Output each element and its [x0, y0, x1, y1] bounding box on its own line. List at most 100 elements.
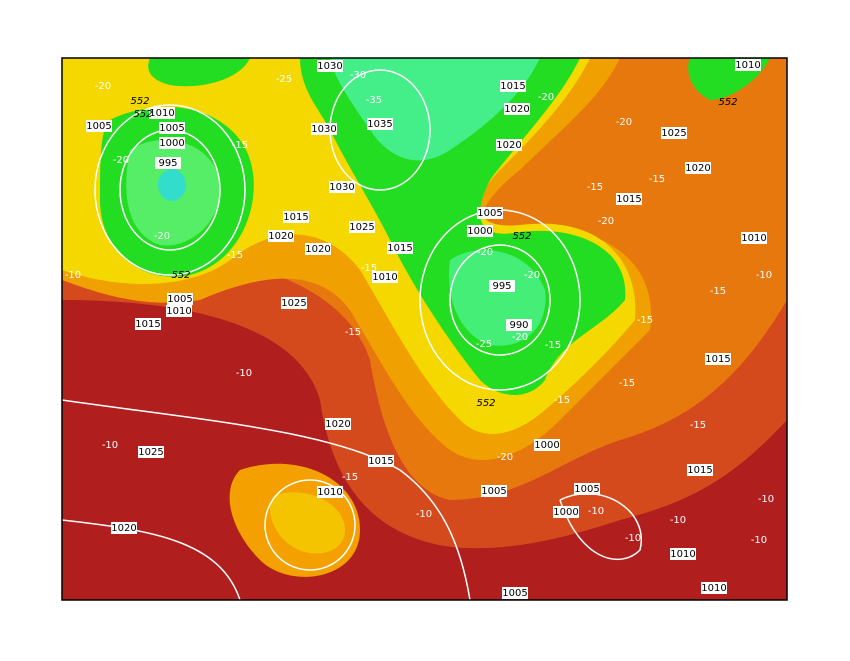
isobar-label-box	[86, 120, 112, 132]
isobar-label: 1035	[367, 119, 392, 130]
isobar-label: 1010	[670, 549, 695, 560]
isobar-label: 1025	[281, 298, 306, 309]
isobar-label: 1030	[317, 61, 342, 72]
isobar-label: 1020	[504, 104, 529, 115]
isobar-label-box	[504, 103, 530, 115]
temperature-label: -10	[65, 270, 81, 281]
temperature-label: -25	[276, 74, 292, 85]
isobar-label: 1010	[317, 487, 342, 498]
isobar-label-box	[387, 242, 413, 254]
temperature-label: -10	[102, 440, 118, 451]
temperature-label: -10	[751, 535, 767, 546]
isobar-label-box	[111, 522, 137, 534]
isobar-label: 1030	[329, 182, 354, 193]
isobar-label-box	[149, 107, 175, 119]
isobar-label: 1025	[138, 447, 163, 458]
temperature-label: -30	[350, 70, 366, 81]
isobar-label-box	[367, 118, 393, 130]
isobar-label: 1020	[268, 231, 293, 242]
isobar-label-box	[283, 211, 309, 223]
isobar-label: 995	[492, 281, 511, 292]
isobar-label: 1000	[159, 138, 184, 149]
isobar-label-box	[325, 418, 351, 430]
isobar-label-box	[500, 80, 526, 92]
isobar-label-box	[481, 485, 507, 497]
isobar-label: 1010	[372, 272, 397, 283]
isobar-label-box	[685, 162, 711, 174]
temperature-label: -15	[227, 250, 243, 261]
isobar-label: 1005	[167, 294, 192, 305]
isobar-label-box	[138, 446, 164, 458]
temperature-label: -35	[366, 95, 382, 106]
isobar-label-box	[534, 439, 560, 451]
isobar-label-box	[687, 464, 713, 476]
thickness-label: 552	[130, 96, 149, 107]
temperature-label: -10	[670, 515, 686, 526]
isobar-label-box	[489, 280, 515, 292]
isobar-label: 1015	[387, 243, 412, 254]
temperature-label: -10	[416, 509, 432, 520]
isobar-label-box	[553, 506, 579, 518]
isobar-label: 1015	[705, 354, 730, 365]
isobar-label-box	[135, 318, 161, 330]
isobar-label: 1010	[166, 306, 191, 317]
temperature-label: -20	[524, 270, 540, 281]
temperature-label: -10	[756, 270, 772, 281]
isobar-label-box	[735, 59, 761, 71]
temperature-label: -20	[477, 247, 493, 258]
thickness-label: 552	[133, 109, 152, 120]
temperature-label: -10	[758, 494, 774, 505]
isobar-label: 1025	[661, 128, 686, 139]
isobar-label-box	[496, 139, 522, 151]
temperature-label: -15	[545, 340, 561, 351]
temperature-label: -15	[342, 472, 358, 483]
isobar-label: 1005	[86, 121, 111, 132]
temperature-label: -15	[345, 327, 361, 338]
isobar-label: 1020	[685, 163, 710, 174]
temperature-label: -20	[95, 81, 111, 92]
isobar-label: 1015	[687, 465, 712, 476]
isobar-label-box	[705, 353, 731, 365]
isobar-label: 1020	[111, 523, 136, 534]
isobar-label: 1005	[481, 486, 506, 497]
isobar-label: 1015	[283, 212, 308, 223]
temperature-label: -10	[236, 368, 252, 379]
isobar-label-box	[311, 123, 337, 135]
temperature-label: -15	[361, 263, 377, 274]
thickness-label: 552	[512, 231, 531, 242]
isobar-label-box	[155, 157, 181, 169]
isobar-label: 1005	[502, 588, 527, 599]
isobar-label: 1000	[467, 226, 492, 237]
isobar-label: 1025	[349, 222, 374, 233]
temperature-label: -25	[476, 339, 492, 350]
isobar-label: 1015	[500, 81, 525, 92]
isobar-label-box	[741, 232, 767, 244]
thickness-label: 552	[718, 97, 737, 108]
temperature-label: -15	[690, 420, 706, 431]
isobar-label: 1015	[368, 456, 393, 467]
temperature-label: -20	[616, 117, 632, 128]
isobar-label-box	[616, 193, 642, 205]
temperature-label: -15	[710, 286, 726, 297]
isobar-label: 1030	[311, 124, 336, 135]
isobar-label: 995	[158, 158, 177, 169]
temperature-label: -15	[637, 315, 653, 326]
temperature-label: -20	[154, 231, 170, 242]
isobar-label: 1015	[135, 319, 160, 330]
isobar-label: 1005	[574, 484, 599, 495]
temperature-label: -15	[587, 182, 603, 193]
isobar-label: 1010	[701, 583, 726, 594]
temperature-label: -20	[512, 332, 528, 343]
isobar-label: 990	[509, 320, 528, 331]
temperature-label: -20	[113, 155, 129, 166]
isobar-label-box	[372, 271, 398, 283]
isobar-label-box	[661, 127, 687, 139]
isobar-label: 1020	[305, 244, 330, 255]
isobar-label: 1010	[149, 108, 174, 119]
isobar-label: 1010	[735, 60, 760, 71]
isobar-label-box	[329, 181, 355, 193]
isobar-label-box	[502, 587, 528, 599]
isobar-label: 1005	[477, 208, 502, 219]
